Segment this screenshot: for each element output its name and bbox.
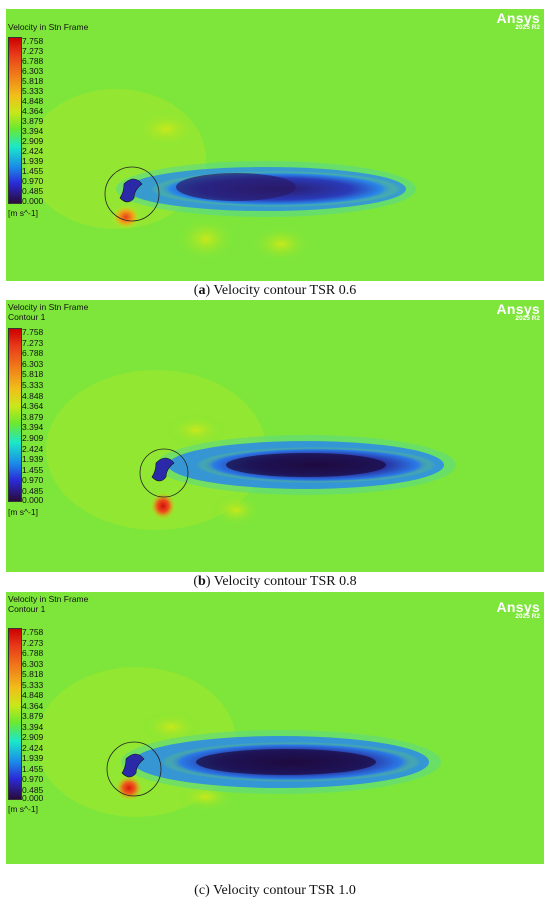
ansys-logo: Ansys 2025 R2 xyxy=(496,11,540,32)
colorbar-tick: 2.909 xyxy=(22,136,44,146)
colorbar-tick: 6.303 xyxy=(22,66,44,76)
colorbar-tick: 7.758 xyxy=(22,327,44,337)
caption-c: (c) Velocity contour TSR 1.0 xyxy=(0,883,550,899)
caption-close: ) xyxy=(205,883,210,898)
colorbar-tick: 5.333 xyxy=(22,380,44,390)
caption-label: a xyxy=(198,283,206,298)
colorbar-tick: 0.000 xyxy=(22,495,44,505)
colorbar-tick: 5.818 xyxy=(22,669,44,679)
colorbar-tick: 5.818 xyxy=(22,76,44,86)
colorbar-tick: 3.394 xyxy=(22,422,44,433)
colorbar-tick: 1.455 xyxy=(22,464,44,475)
contour-title-line-1: Velocity in Stn Frame xyxy=(8,302,89,312)
colorbar-tick: 2.909 xyxy=(22,433,44,443)
colorbar-tick: 2.909 xyxy=(22,732,44,742)
caption-label: b xyxy=(198,574,206,589)
logo-name: Ansys xyxy=(496,301,540,317)
ansys-logo: Ansys 2025 R2 xyxy=(496,600,540,621)
contour-panel-a: Velocity in Stn Frame 7.758 7.273 6.788 … xyxy=(6,9,544,281)
colorbar-tick: 0.000 xyxy=(22,793,44,803)
colorbar-tick: 7.758 xyxy=(22,627,44,637)
colorbar-tick: 3.879 xyxy=(22,411,44,422)
colorbar-tick: 1.455 xyxy=(22,166,44,176)
contour-title-line-2: Contour 1 xyxy=(8,604,46,614)
logo-version: 2025 R2 xyxy=(515,24,540,31)
colorbar-tick: 1.939 xyxy=(22,156,44,166)
logo-version: 2025 R2 xyxy=(515,613,540,620)
colorbar-tick: 6.788 xyxy=(22,348,44,359)
caption-text: Velocity contour TSR 0.6 xyxy=(210,283,357,298)
caption-open: ( xyxy=(193,574,199,589)
colorbar-tick: 7.273 xyxy=(22,46,44,56)
logo-version: 2025 R2 xyxy=(515,315,540,322)
caption-close: ) xyxy=(205,283,211,298)
caption-text: Velocity contour TSR 0.8 xyxy=(210,574,357,589)
contour-panel-c: Velocity in Stn Frame Contour 1 7.758 7.… xyxy=(6,592,544,864)
colorbar-unit: [m s^-1] xyxy=(8,507,38,517)
colorbar-tick: 2.424 xyxy=(22,443,44,454)
colorbar-tick: 4.364 xyxy=(22,106,44,116)
colorbar-tick: 0.485 xyxy=(22,486,44,496)
logo-name: Ansys xyxy=(496,10,540,26)
colorbar-tick: 0.970 xyxy=(22,176,44,186)
colorbar xyxy=(8,37,22,204)
colorbar-tick: 7.273 xyxy=(22,337,44,348)
colorbar xyxy=(8,328,22,502)
colorbar-tick: 1.939 xyxy=(22,454,44,465)
colorbar-tick: 0.000 xyxy=(22,196,44,206)
contour-title-line-2: Contour 1 xyxy=(8,312,46,322)
colorbar-tick: 0.485 xyxy=(22,784,44,795)
caption-open: ( xyxy=(193,283,199,298)
caption-b: (b) Velocity contour TSR 0.8 xyxy=(0,574,550,590)
caption-close: ) xyxy=(205,574,211,589)
colorbar-unit: [m s^-1] xyxy=(8,804,38,814)
caption-text: Velocity contour TSR 1.0 xyxy=(209,883,356,898)
colorbar-tick: 6.303 xyxy=(22,658,44,669)
colorbar-tick: 1.455 xyxy=(22,763,44,774)
colorbar-tick: 1.939 xyxy=(22,753,44,763)
colorbar-tick: 3.394 xyxy=(22,126,44,136)
colorbar-tick: 6.788 xyxy=(22,56,44,66)
colorbar-tick: 0.485 xyxy=(22,186,44,196)
contour-title: Velocity in Stn Frame Contour 1 xyxy=(8,302,88,322)
colorbar-tick: 5.818 xyxy=(22,369,44,380)
ansys-logo: Ansys 2025 R2 xyxy=(496,302,540,323)
colorbar-unit: [m s^-1] xyxy=(8,208,38,218)
velocity-field-c xyxy=(6,592,544,864)
colorbar-tick: 3.394 xyxy=(22,721,44,732)
colorbar-tick: 7.758 xyxy=(22,36,44,46)
contour-title-line-1: Velocity in Stn Frame xyxy=(8,594,89,604)
contour-panel-b: Velocity in Stn Frame Contour 1 7.758 7.… xyxy=(6,300,544,572)
logo-name: Ansys xyxy=(496,599,540,615)
colorbar-tick: 4.848 xyxy=(22,96,44,106)
velocity-field-a xyxy=(6,9,544,281)
colorbar xyxy=(8,628,22,800)
colorbar-tick: 7.273 xyxy=(22,637,44,648)
velocity-field-b xyxy=(6,300,544,572)
colorbar-tick: 6.303 xyxy=(22,358,44,369)
colorbar-tick: 4.848 xyxy=(22,690,44,700)
contour-title: Velocity in Stn Frame Contour 1 xyxy=(8,594,88,614)
colorbar-tick: 2.424 xyxy=(22,742,44,753)
colorbar-tick: 2.424 xyxy=(22,146,44,156)
colorbar-tick: 0.970 xyxy=(22,475,44,486)
caption-label: c xyxy=(198,883,206,898)
colorbar-tick: 4.848 xyxy=(22,390,44,401)
colorbar-tick: 5.333 xyxy=(22,86,44,96)
caption-open: ( xyxy=(194,883,199,898)
contour-title: Velocity in Stn Frame xyxy=(8,22,89,32)
colorbar-tick: 6.788 xyxy=(22,648,44,658)
colorbar-tick: 4.364 xyxy=(22,700,44,711)
colorbar-tick: 3.879 xyxy=(22,711,44,721)
colorbar-tick: 3.879 xyxy=(22,116,44,126)
colorbar-tick: 4.364 xyxy=(22,401,44,412)
colorbar-tick: 0.970 xyxy=(22,774,44,784)
colorbar-tick: 5.333 xyxy=(22,679,44,690)
caption-a: (a) Velocity contour TSR 0.6 xyxy=(0,283,550,299)
